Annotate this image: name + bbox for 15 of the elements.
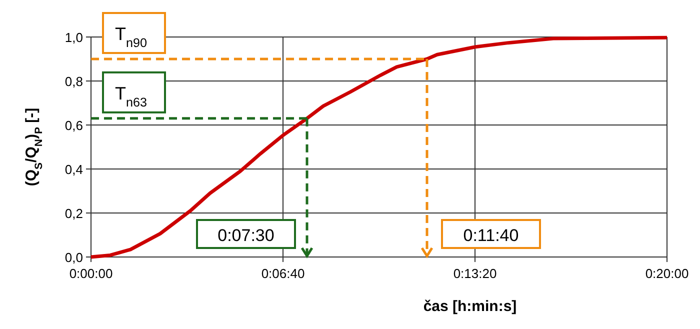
- ref-line-label: T$_{n90}$: [115, 24, 148, 50]
- y-tick-label: 0,8: [64, 74, 83, 89]
- y-tick-label: 0,4: [64, 162, 83, 177]
- y-tick-label: 1,0: [64, 30, 83, 45]
- x-tick-label: 0:13:20: [453, 266, 497, 281]
- x-tick-label: 0:06:40: [261, 266, 305, 281]
- ref-line-label: T$_{n63}$: [115, 83, 148, 110]
- y-tick-label: 0,0: [64, 250, 83, 265]
- x-axis-title: čas [h:min:s]: [423, 298, 517, 315]
- y-tick-label: 0,6: [64, 118, 83, 133]
- x-tick-label: 0:00:00: [69, 266, 113, 281]
- x-tick-label: 0:20:00: [645, 266, 689, 281]
- ref-line-label: 0:07:30: [218, 226, 274, 245]
- ref-line-label: 0:11:40: [463, 226, 519, 245]
- y-tick-label: 0,2: [64, 206, 83, 221]
